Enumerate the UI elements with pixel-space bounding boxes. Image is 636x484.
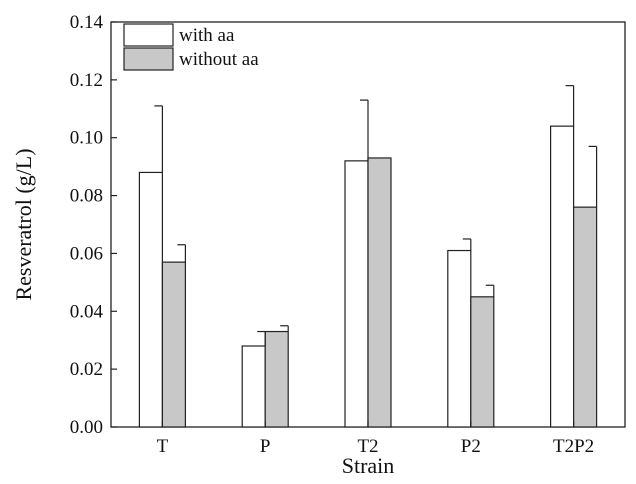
y-tick-label: 0.04 <box>70 301 104 322</box>
legend-swatch <box>123 23 174 47</box>
y-tick-label: 0.06 <box>70 243 103 264</box>
bar-without-aa <box>367 157 392 428</box>
legend-label: with aa <box>179 25 235 46</box>
y-axis-title: Resveratrol (g/L) <box>11 148 36 300</box>
legend-swatch <box>123 47 174 71</box>
bar-with-aa <box>241 345 266 428</box>
bar-without-aa <box>572 206 598 428</box>
x-tick-label: P2 <box>461 436 481 457</box>
y-tick-label: 0.00 <box>70 417 103 438</box>
y-tick-label: 0.08 <box>70 186 103 207</box>
bar-with-aa <box>549 125 575 428</box>
bar-without-aa <box>161 261 186 428</box>
bar-without-aa <box>470 296 495 428</box>
x-tick-label: T <box>157 436 169 457</box>
bar-with-aa <box>344 160 369 428</box>
y-tick-label: 0.12 <box>70 70 103 91</box>
y-tick-label: 0.02 <box>70 359 103 380</box>
x-tick-label: P <box>260 436 271 457</box>
x-axis-title: Strain <box>342 453 395 478</box>
bar-with-aa <box>447 249 472 428</box>
bar-with-aa <box>138 171 163 428</box>
y-tick-label: 0.10 <box>70 128 103 149</box>
bar-without-aa <box>264 330 289 428</box>
y-tick-label: 0.14 <box>70 12 104 33</box>
legend-label: without aa <box>179 49 259 70</box>
x-tick-label: T2 <box>357 436 378 457</box>
x-tick-label: T2P2 <box>553 436 594 457</box>
